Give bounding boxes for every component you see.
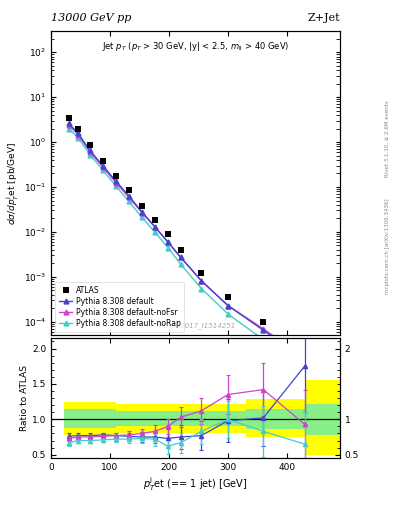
Pythia 8.308 default-noRap [66, 125, 71, 132]
Pythia 8.308 default [165, 239, 170, 245]
Pythia 8.308 default-noFsr [88, 149, 92, 155]
Line: Pythia 8.308 default-noFsr: Pythia 8.308 default-noFsr [66, 122, 307, 360]
Pythia 8.308 default-noRap [261, 337, 266, 343]
Text: Z+Jet: Z+Jet [307, 13, 340, 23]
ATLAS [101, 158, 105, 164]
ATLAS [140, 203, 144, 209]
Pythia 8.308 default-noFsr [165, 239, 170, 245]
ATLAS [199, 270, 204, 276]
Y-axis label: Ratio to ATLAS: Ratio to ATLAS [20, 365, 29, 431]
Line: ATLAS: ATLAS [66, 115, 308, 352]
ATLAS [165, 231, 170, 237]
Pythia 8.308 default-noFsr [261, 326, 266, 332]
Pythia 8.308 default [302, 356, 307, 362]
ATLAS [152, 218, 157, 224]
X-axis label: $p^{\rm j}_{T}$et (== 1 jet) [GeV]: $p^{\rm j}_{T}$et (== 1 jet) [GeV] [143, 475, 248, 493]
Pythia 8.308 default-noRap [199, 286, 204, 292]
Pythia 8.308 default-noRap [165, 244, 170, 250]
Pythia 8.308 default [199, 278, 204, 284]
Text: mcplots.cern.ch [arXiv:1306.3436]: mcplots.cern.ch [arXiv:1306.3436] [385, 198, 390, 293]
Pythia 8.308 default [66, 120, 71, 126]
Pythia 8.308 default-noFsr [178, 254, 183, 261]
ATLAS [114, 173, 118, 179]
ATLAS [88, 142, 92, 148]
Pythia 8.308 default [226, 303, 230, 309]
Pythia 8.308 default-noRap [88, 152, 92, 158]
Pythia 8.308 default-noFsr [114, 180, 118, 186]
Pythia 8.308 default-noFsr [66, 122, 71, 128]
Pythia 8.308 default-noFsr [302, 354, 307, 360]
Text: Jet $p_{T}$ ($p_{T}$ > 30 GeV, |y| < 2.5, $m_{\rm ll}$ > 40 GeV): Jet $p_{T}$ ($p_{T}$ > 30 GeV, |y| < 2.5… [102, 40, 289, 53]
Pythia 8.308 default [261, 327, 266, 333]
Pythia 8.308 default-noFsr [127, 194, 131, 200]
Pythia 8.308 default-noFsr [199, 278, 204, 284]
Text: Rivet 3.1.10, ≥ 2.6M events: Rivet 3.1.10, ≥ 2.6M events [385, 100, 390, 177]
Pythia 8.308 default [178, 254, 183, 261]
ATLAS [76, 125, 81, 132]
Pythia 8.308 default [76, 131, 81, 137]
Legend: ATLAS, Pythia 8.308 default, Pythia 8.308 default-noFsr, Pythia 8.308 default-no: ATLAS, Pythia 8.308 default, Pythia 8.30… [55, 282, 184, 332]
Y-axis label: $d\sigma/dp^{\rm j}_{T}$et [pb/GeV]: $d\sigma/dp^{\rm j}_{T}$et [pb/GeV] [5, 141, 21, 225]
Pythia 8.308 default-noRap [114, 183, 118, 189]
ATLAS [178, 247, 183, 253]
ATLAS [226, 294, 230, 301]
Pythia 8.308 default [88, 147, 92, 154]
Pythia 8.308 default-noRap [76, 135, 81, 141]
ATLAS [127, 187, 131, 193]
Pythia 8.308 default-noFsr [140, 209, 144, 216]
Pythia 8.308 default-noFsr [101, 164, 105, 170]
Pythia 8.308 default-noRap [127, 198, 131, 204]
Pythia 8.308 default-noFsr [226, 303, 230, 309]
Pythia 8.308 default [127, 193, 131, 199]
Pythia 8.308 default-noRap [302, 366, 307, 372]
Text: ATLAS_2017_I1514251: ATLAS_2017_I1514251 [155, 323, 236, 329]
Line: Pythia 8.308 default: Pythia 8.308 default [66, 121, 307, 361]
ATLAS [66, 115, 71, 121]
Pythia 8.308 default-noRap [226, 311, 230, 317]
ATLAS [261, 319, 266, 325]
Pythia 8.308 default-noRap [178, 261, 183, 267]
Pythia 8.308 default-noFsr [76, 132, 81, 138]
ATLAS [302, 346, 307, 352]
Text: 13000 GeV pp: 13000 GeV pp [51, 13, 132, 23]
Pythia 8.308 default-noRap [101, 167, 105, 174]
Pythia 8.308 default [114, 178, 118, 184]
Pythia 8.308 default-noRap [140, 215, 144, 221]
Pythia 8.308 default [101, 163, 105, 169]
Pythia 8.308 default-noRap [152, 229, 157, 235]
Pythia 8.308 default [152, 224, 157, 230]
Pythia 8.308 default-noFsr [152, 224, 157, 230]
Line: Pythia 8.308 default-noRap: Pythia 8.308 default-noRap [66, 126, 307, 371]
Pythia 8.308 default [140, 209, 144, 215]
